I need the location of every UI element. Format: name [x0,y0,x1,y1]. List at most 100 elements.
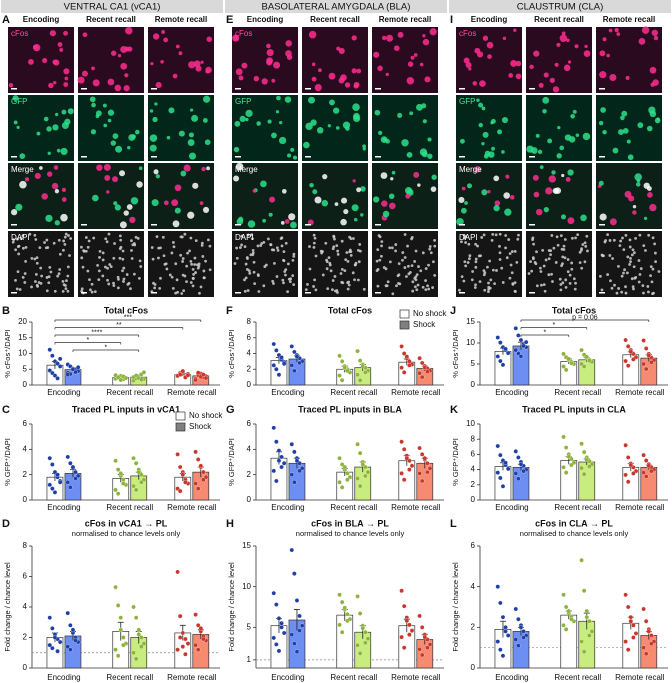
cell [160,59,164,64]
condition-label: Recent recall [86,15,136,24]
cell [329,269,333,273]
cell [47,171,53,177]
cell [491,118,496,124]
cell [163,200,169,206]
data-point [407,363,412,368]
data-point [495,639,501,644]
cell [478,122,483,128]
data-point [518,354,524,359]
cell [134,129,140,135]
significance-label: * [552,322,555,329]
data-point [399,439,404,444]
cell [471,270,474,273]
data-point [623,592,628,598]
cell [529,64,534,70]
micrograph [302,231,368,297]
cell [650,82,655,87]
data-point [566,608,572,614]
cell [551,280,554,283]
cell [491,268,495,272]
cell [417,265,420,268]
data-point [73,638,78,643]
x-tick-label: Recent recall [554,503,601,512]
cell [460,240,463,244]
cell [243,245,247,249]
cell [561,281,565,285]
data-point [47,642,53,648]
cell [46,126,52,132]
data-point [118,615,124,620]
cell [292,252,296,256]
cell [628,263,632,266]
cell [358,243,362,246]
cell [498,251,502,255]
cell [405,275,408,278]
cell [554,187,562,194]
cell [505,174,510,179]
data-point [646,463,652,469]
data-point [633,631,639,636]
cell [397,31,404,38]
cell [539,270,543,273]
cell [380,244,383,248]
cell [316,127,324,134]
data-point [180,644,186,649]
data-point [337,592,342,598]
cell [459,138,465,144]
cell [286,153,292,158]
y-tick-label: 2 [247,364,252,373]
cell [573,287,577,291]
cell [413,260,417,263]
cell [495,269,498,272]
cell [183,274,187,278]
data-point [337,455,342,461]
data-point [641,606,646,612]
cell [638,273,642,276]
data-point [133,461,139,466]
cell [410,264,414,267]
cell [328,72,336,80]
cell [620,115,625,121]
cell [510,271,514,275]
cell [267,119,272,124]
data-point [339,485,345,490]
data-point [505,350,511,356]
cell [510,250,514,253]
data-point [355,476,360,481]
chart-title: cFos in CLA → PL [535,518,613,528]
cell [42,58,48,64]
x-tick-label: Recent recall [554,673,601,682]
cell [18,288,22,291]
cell [403,233,407,236]
cell [609,279,612,283]
cell [601,254,604,258]
cell [117,53,122,58]
cell [165,267,169,271]
condition-label: Remote recall [603,15,655,24]
cell [511,282,515,286]
data-point [274,642,279,647]
data-point [131,604,136,610]
micrograph [148,231,214,297]
cell [649,203,657,212]
cell [121,269,124,273]
data-point [271,468,277,474]
cell [178,130,185,137]
scale-bar [375,224,381,226]
cell [205,66,212,74]
y-tick-label: 8 [23,541,28,550]
data-point [417,445,422,451]
cell [61,187,67,193]
cell [53,80,57,85]
cell [406,151,413,158]
cell [114,84,122,92]
cell [620,274,624,278]
cell [244,262,248,266]
data-point [115,603,121,608]
data-point [643,458,649,463]
cell [421,285,425,289]
cell [572,277,576,281]
cell [581,243,585,246]
data-point [401,645,407,650]
data-point [646,353,652,358]
